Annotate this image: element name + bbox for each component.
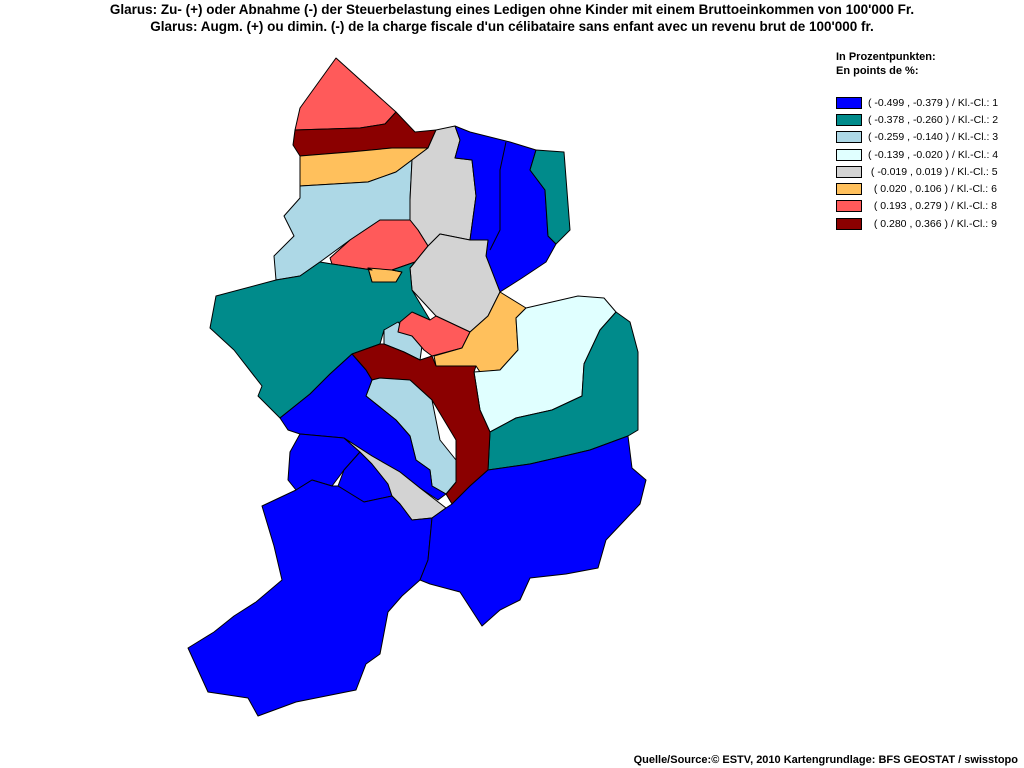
region-southwest-blue[interactable] bbox=[187, 479, 433, 717]
legend-swatch bbox=[836, 131, 862, 144]
legend-label: ( 0.193 , 0.279 ) / Kl.-Cl.: 8 bbox=[868, 200, 997, 213]
legend-swatch bbox=[836, 200, 862, 213]
region-northeast-teal[interactable] bbox=[529, 149, 571, 245]
legend-swatch bbox=[836, 148, 862, 161]
legend-label: ( 0.280 , 0.366 ) / Kl.-Cl.: 9 bbox=[868, 217, 997, 230]
legend-label: ( -0.378 , -0.260 ) / Kl.-Cl.: 2 bbox=[868, 113, 999, 126]
legend-label: ( -0.139 , -0.020 ) / Kl.-Cl.: 4 bbox=[868, 148, 999, 161]
legend-label: ( -0.259 , -0.140 ) / Kl.-Cl.: 3 bbox=[868, 131, 999, 144]
legend-items: ( -0.499 , -0.379 ) / Kl.-Cl.: 1 ( -0.378… bbox=[836, 94, 998, 232]
legend-item: ( 0.020 , 0.106 ) / Kl.-Cl.: 6 bbox=[836, 180, 998, 197]
legend-swatch bbox=[836, 96, 862, 109]
legend-item: ( -0.019 , 0.019 ) / Kl.-Cl.: 5 bbox=[836, 163, 998, 180]
legend-swatch bbox=[836, 217, 862, 230]
legend-item: ( -0.259 , -0.140 ) / Kl.-Cl.: 3 bbox=[836, 129, 998, 146]
map-legend: In Prozentpunkten: En points de %: ( -0.… bbox=[836, 50, 998, 232]
legend-label: ( 0.020 , 0.106 ) / Kl.-Cl.: 6 bbox=[868, 183, 997, 196]
region-southeast-blue[interactable] bbox=[419, 435, 647, 627]
map-title: Glarus: Zu- (+) oder Abnahme (-) der Ste… bbox=[0, 1, 1024, 35]
legend-item: ( -0.139 , -0.020 ) / Kl.-Cl.: 4 bbox=[836, 146, 998, 163]
legend-item: ( -0.378 , -0.260 ) / Kl.-Cl.: 2 bbox=[836, 111, 998, 128]
title-line-french: Glarus: Augm. (+) ou dimin. (-) de la ch… bbox=[150, 19, 874, 34]
legend-heading-german: In Prozentpunkten: bbox=[836, 51, 936, 63]
title-line-german: Glarus: Zu- (+) oder Abnahme (-) der Ste… bbox=[109, 2, 915, 17]
region-west-teal[interactable] bbox=[209, 261, 431, 419]
legend-heading-french: En points de %: bbox=[836, 65, 919, 77]
legend-swatch bbox=[836, 165, 862, 178]
region-northeast-boundary bbox=[489, 141, 507, 251]
source-credit: Quelle/Source:© ESTV, 2010 Kartengrundla… bbox=[633, 754, 1018, 766]
legend-item: ( 0.193 , 0.279 ) / Kl.-Cl.: 8 bbox=[836, 198, 998, 215]
legend-label: ( -0.499 , -0.379 ) / Kl.-Cl.: 1 bbox=[868, 96, 999, 109]
legend-swatch bbox=[836, 113, 862, 126]
legend-item: ( -0.499 , -0.379 ) / Kl.-Cl.: 1 bbox=[836, 94, 998, 111]
legend-swatch bbox=[836, 183, 862, 196]
legend-label: ( -0.019 , 0.019 ) / Kl.-Cl.: 5 bbox=[868, 165, 998, 178]
region-north-tip[interactable] bbox=[294, 57, 397, 131]
region-northwest-lightblue[interactable] bbox=[273, 159, 413, 281]
legend-item: ( 0.280 , 0.366 ) / Kl.-Cl.: 9 bbox=[836, 215, 998, 232]
